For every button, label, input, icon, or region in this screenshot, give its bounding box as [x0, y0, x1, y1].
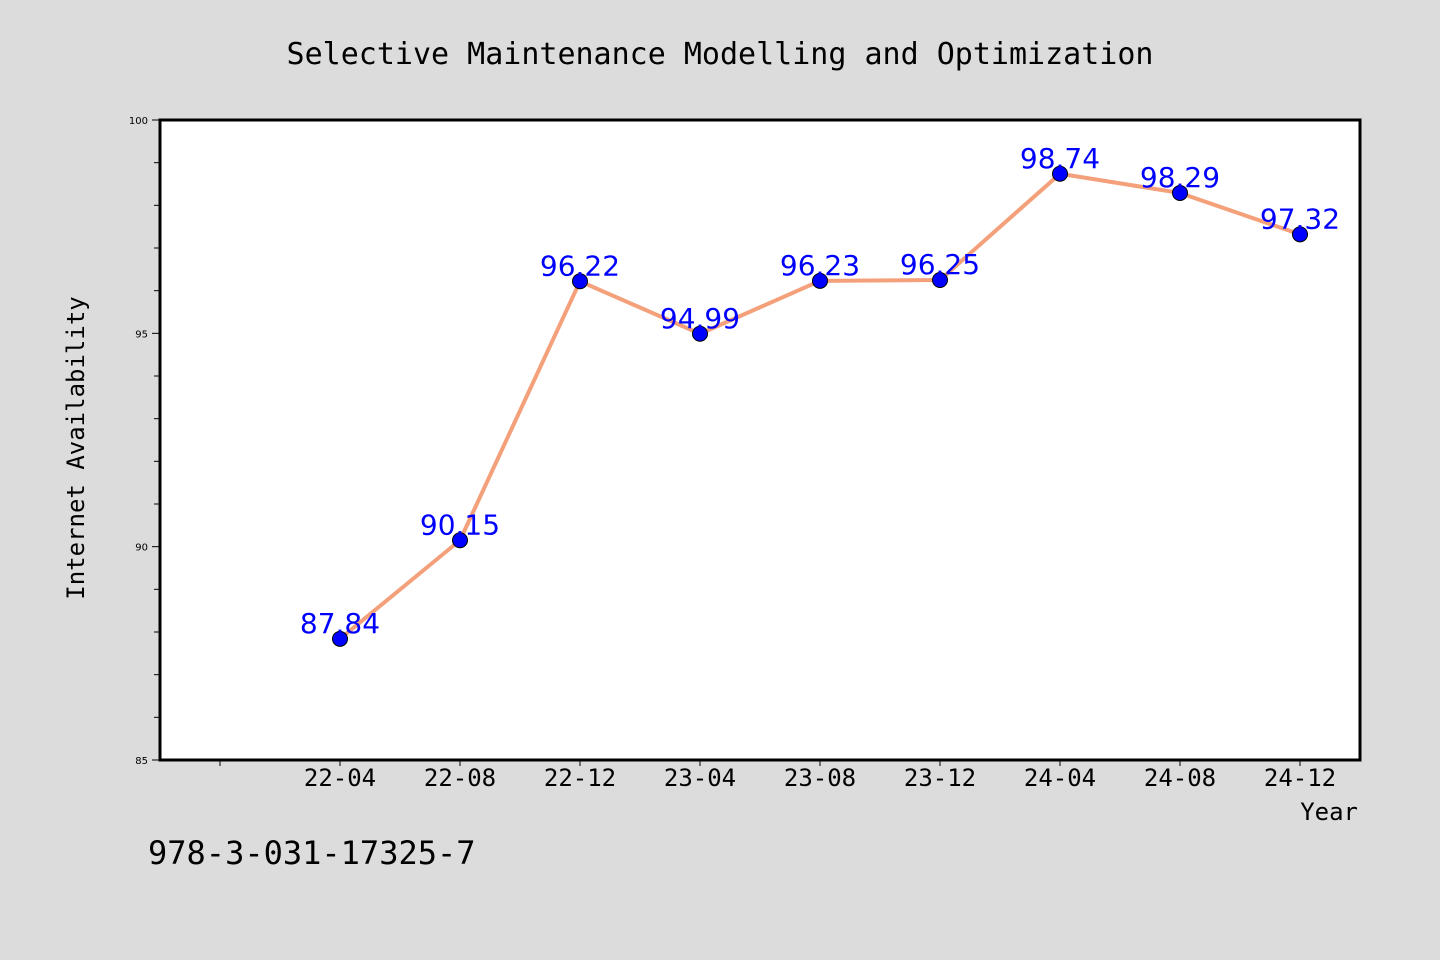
- data-point: [812, 272, 828, 289]
- data-point: [1292, 226, 1308, 243]
- plot-area: [158, 118, 1362, 762]
- data-point: [452, 532, 468, 549]
- y-tick-label: 90: [135, 543, 148, 554]
- data-point: [572, 273, 588, 290]
- markers-group: [332, 165, 1308, 647]
- x-tick-label: 22-12: [544, 764, 616, 792]
- x-tick-label: 24-04: [1024, 764, 1096, 792]
- x-tick-label: 22-04: [304, 764, 376, 792]
- data-point: [332, 630, 348, 647]
- data-label: 96.25: [900, 248, 980, 281]
- data-point: [932, 272, 948, 288]
- data-label: 96.22: [540, 249, 620, 282]
- x-tick-label: 24-08: [1144, 764, 1216, 792]
- data-labels-group: 87.84 90.15 96.22 94.99 96.23 96.25 98.74 98.29…: [300, 142, 1340, 640]
- x-tick-label: 23-12: [904, 764, 976, 792]
- y-tick-label: 100: [129, 116, 148, 127]
- x-tick-label: 23-04: [664, 764, 736, 792]
- data-label: 98.29: [1140, 161, 1220, 194]
- y-axis: 85 90 95 100: [129, 116, 160, 767]
- y-tick-label: 95: [135, 329, 148, 340]
- x-axis-label: Year: [1300, 798, 1358, 826]
- x-tick-label: 24-12: [1264, 764, 1336, 792]
- x-axis: 22-04 22-08 22-12 23-04 23-08 23-12 24-04 24-08…: [219, 760, 1336, 792]
- y-tick-label: 85: [135, 756, 148, 767]
- isbn-text: 978-3-031-17325-7: [148, 834, 476, 872]
- data-label: 97.32: [1260, 202, 1340, 235]
- x-tick-label: 22-08: [424, 764, 496, 792]
- x-tick-label: 23-08: [784, 764, 856, 792]
- data-point: [1172, 184, 1188, 201]
- data-point: [1052, 165, 1068, 182]
- data-point: [692, 325, 708, 342]
- y-axis-label: Internet Availability: [62, 296, 90, 599]
- data-label: 94.99: [660, 302, 740, 335]
- chart-title: Selective Maintenance Modelling and Opti…: [287, 37, 1154, 72]
- data-label: 87.84: [300, 607, 380, 640]
- data-label: 96.23: [780, 249, 860, 282]
- data-label: 90.15: [420, 508, 500, 541]
- data-label: 98.74: [1020, 142, 1100, 175]
